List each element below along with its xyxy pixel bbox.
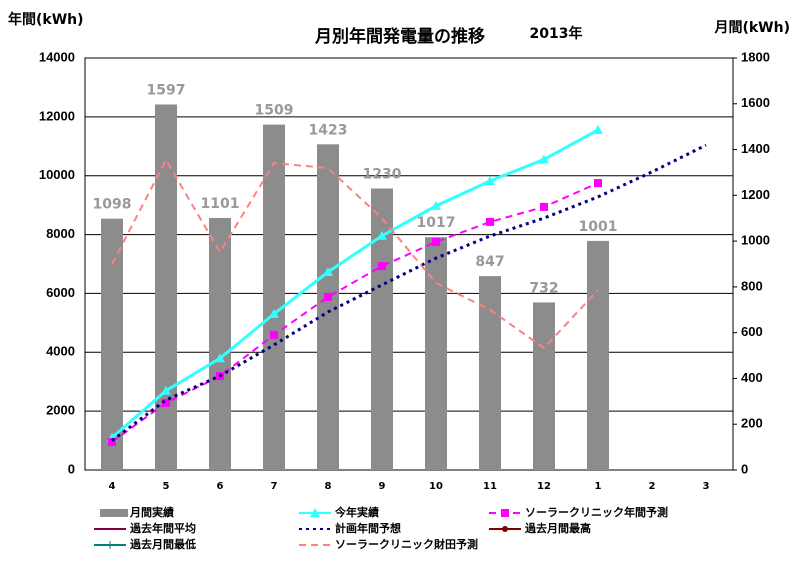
- point: [540, 202, 548, 211]
- x-tick-label: 4: [109, 481, 116, 492]
- y2-tick-label: 1400: [741, 141, 770, 156]
- y-tick-label: 0: [68, 461, 75, 476]
- legend-label: 月間実績: [129, 505, 174, 519]
- point: [485, 175, 495, 185]
- point: [377, 230, 387, 240]
- bar: [101, 218, 123, 470]
- data-label: 1101: [201, 196, 240, 212]
- series-line: [111, 158, 599, 350]
- point: [431, 200, 441, 210]
- data-label: 1098: [93, 197, 132, 213]
- x-tick-label: 2: [649, 481, 656, 492]
- point: [161, 385, 171, 395]
- point: [108, 438, 116, 447]
- bar: [263, 124, 285, 471]
- bar: [479, 276, 501, 470]
- point: [594, 179, 602, 188]
- y2-tick-label: 1600: [741, 95, 770, 110]
- y-tick-label: 6000: [46, 285, 75, 300]
- y-axis-label: 年間(kWh): [8, 11, 84, 28]
- y-tick-label: 14000: [39, 49, 75, 64]
- point: [593, 124, 603, 134]
- bar: [155, 104, 177, 470]
- x-tick-label: 1: [595, 481, 602, 492]
- legend-label: ソーラークリニック年間予測: [525, 505, 668, 519]
- legend-label: 過去月間最高: [524, 521, 591, 535]
- x-tick-label: 8: [325, 481, 332, 492]
- x-tick-label: 11: [483, 481, 497, 492]
- point: [162, 398, 170, 407]
- y2-tick-label: 200: [741, 416, 763, 431]
- plot-border: [84, 57, 734, 471]
- legend-swatch: [100, 509, 128, 517]
- y-tick-label: 10000: [39, 167, 75, 182]
- chart-title: 月別年間発電量の推移: [314, 26, 485, 47]
- point: [215, 353, 225, 363]
- y-tick-label: 2000: [46, 403, 75, 418]
- x-tick-label: 9: [379, 481, 386, 492]
- y2-tick-label: 0: [741, 461, 748, 476]
- point: [269, 308, 279, 318]
- legend-marker: [501, 509, 509, 517]
- point: [432, 237, 440, 246]
- bar: [371, 188, 393, 470]
- y2-axis-label: 月間(kWh): [713, 20, 790, 36]
- legend-label: 今年実績: [334, 505, 379, 519]
- data-label: 847: [475, 254, 504, 270]
- point: [486, 217, 494, 226]
- chart-subtitle: 2013年: [530, 25, 583, 42]
- bar: [533, 302, 555, 470]
- legend-label: 過去月間最低: [129, 537, 196, 551]
- y2-tick-label: 1000: [741, 233, 770, 248]
- data-label: 732: [529, 280, 558, 296]
- legend-marker: [502, 526, 508, 532]
- data-label: 1509: [255, 103, 294, 119]
- series-line: [111, 128, 599, 439]
- bar: [317, 144, 339, 470]
- bar: [587, 240, 609, 470]
- y2-tick-label: 800: [741, 278, 763, 293]
- y-tick-label: 12000: [39, 108, 75, 123]
- legend-label: 計画年間予想: [335, 521, 401, 535]
- y-tick-label: 4000: [46, 344, 75, 359]
- x-tick-label: 6: [217, 481, 224, 492]
- legend-marker: [310, 508, 320, 517]
- bar: [209, 217, 231, 470]
- data-label: 1423: [309, 122, 348, 138]
- x-tick-label: 12: [537, 481, 551, 492]
- data-label: 1597: [147, 82, 186, 98]
- y2-tick-label: 600: [741, 324, 763, 339]
- point: [323, 267, 333, 277]
- x-tick-label: 10: [429, 481, 443, 492]
- point: [539, 154, 549, 164]
- bar: [425, 237, 447, 470]
- x-tick-label: 7: [271, 481, 278, 492]
- point: [324, 292, 332, 301]
- y2-tick-label: 1800: [741, 49, 770, 64]
- legend-marker: [106, 541, 114, 549]
- series-line: [111, 143, 707, 442]
- x-tick-label: 3: [703, 481, 710, 492]
- y2-tick-label: 1200: [741, 187, 770, 202]
- point: [270, 330, 278, 339]
- x-tick-label: 5: [163, 481, 170, 492]
- data-label: 1230: [363, 166, 402, 182]
- y-tick-label: 8000: [46, 226, 75, 241]
- legend-label: ソーラークリニック財田予測: [335, 537, 478, 551]
- y2-tick-label: 400: [741, 370, 763, 385]
- legend-label: 過去年間平均: [129, 521, 196, 535]
- point: [378, 262, 386, 271]
- series-line: [111, 182, 599, 443]
- data-label: 1017: [417, 215, 456, 231]
- data-label: 1001: [579, 219, 618, 235]
